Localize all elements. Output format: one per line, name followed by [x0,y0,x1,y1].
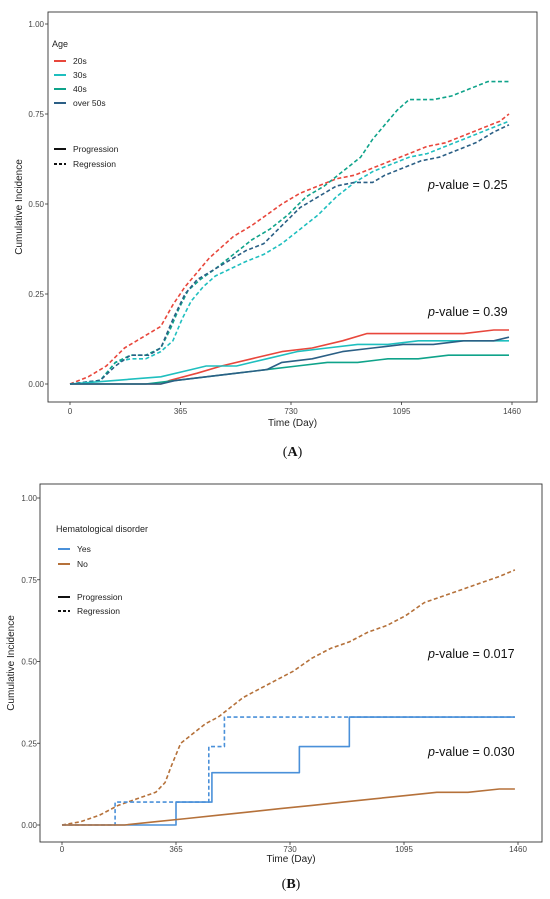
panel-a-p-value-annotation: p-value = 0.25 [427,178,508,192]
panel-a-legend-title: Age [52,39,68,49]
panel-b-y-tick-label: 0.50 [21,658,37,667]
panel-b-series-yes-progression [62,716,515,826]
panel-a-x-tick-label: 0 [68,407,73,416]
panel-a-legend-label: 30s [73,70,87,80]
panel-a-y-tick-label: 0.25 [28,290,44,299]
panel-a-y-tick-label: 1.00 [28,20,44,29]
panel-a-x-axis-label: Time (Day) [268,418,317,429]
panel-a-x-tick-label: 1460 [503,407,521,416]
panel-b-series-yes-regression [62,716,515,826]
panel-b-x-tick-label: 0 [60,845,65,854]
panel-b-legend-label: No [77,559,88,569]
panel-a-series-20s-regression [69,113,510,385]
panel-a-legend: Age 20s 30s 40s over 50s Progression Regressio… [52,39,119,169]
panel-b-chart: 0 365 730 1095 1460 0.00 0.25 0.50 0.75 1.00 Time … [6,483,543,892]
panel-b-y-tick-label: 0.00 [21,821,37,830]
panel-a-series-over-50s-regression [69,124,510,385]
panel-a-series-30s-regression [69,120,510,385]
panel-a-plot-frame [47,11,538,403]
panel-a-x-tick-label: 1095 [393,407,411,416]
panel-a-x-tick-label: 365 [174,407,188,416]
panel-b-series-no-progression [62,788,515,826]
panel-a-chart: 0 365 730 1095 1460 0.00 0.25 0.50 0.75 1.00 Time … [14,11,538,460]
panel-b-legend-linetype-label: Regression [77,606,120,616]
panel-a-x-tick-label: 730 [284,407,298,416]
panel-a-y-tick-label: 0.00 [28,380,44,389]
panel-b-x-axis-label: Time (Day) [266,854,315,865]
panel-a-legend-label: 40s [73,84,87,94]
panel-a-y-tick-label: 0.50 [28,200,44,209]
panel-b-x-tick-label: 365 [169,845,183,854]
panel-b-series-no-regression [61,569,516,826]
panel-a-legend-label: over 50s [73,98,106,108]
panel-b-p-value-annotation: p-value = 0.030 [427,745,515,759]
panel-b-y-tick-label: 0.75 [21,576,37,585]
panel-b-plot-frame [39,483,543,843]
panel-b-legend-title: Hematological disorder [56,524,148,534]
panel-a-legend-linetype-label: Regression [73,159,116,169]
panel-a-legend-linetype-label: Progression [73,144,119,154]
panel-b-x-tick-label: 1460 [509,845,527,854]
panel-a-panel-label: (A) [283,445,303,460]
panel-b-legend-linetype-label: Progression [77,592,123,602]
panel-b-legend: Hematological disorder Yes No Progression Re… [56,524,148,616]
panel-a-legend-label: 20s [73,56,87,66]
panel-a-series-40s-regression [69,80,509,385]
panel-b-y-tick-label: 0.25 [21,739,37,748]
panel-a-y-tick-label: 0.75 [28,110,44,119]
panel-a-series-30s-progression [69,340,509,385]
panel-b-legend-label: Yes [77,544,91,554]
panel-b-p-value-annotation: p-value = 0.017 [427,647,515,661]
panel-b-x-tick-label: 730 [283,845,297,854]
panel-a-y-axis-label: Cumulative Incidence [14,159,25,255]
panel-b-panel-label: (B) [282,877,301,892]
panel-a-series-20s-progression [70,329,509,385]
panel-a-p-value-annotation: p-value = 0.39 [427,305,508,319]
panel-b-x-tick-label: 1095 [395,845,413,854]
panel-a-series-over-50s-progression [70,336,510,385]
panel-b-y-tick-label: 1.00 [21,494,37,503]
panel-b-y-axis-label: Cumulative Incidence [6,615,17,711]
